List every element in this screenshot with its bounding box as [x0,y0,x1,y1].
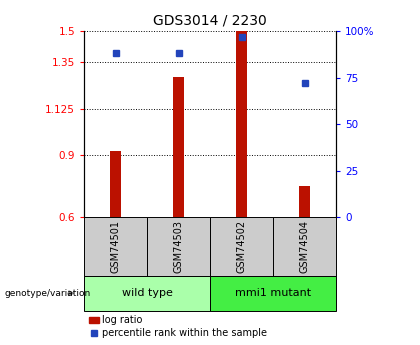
Bar [147,217,210,276]
Legend: log ratio, percentile rank within the sample: log ratio, percentile rank within the sa… [89,315,268,338]
Text: wild type: wild type [121,288,173,298]
Bar [84,217,147,276]
Bar [210,217,273,276]
Bar [273,217,336,276]
Text: GSM74504: GSM74504 [299,220,310,273]
Text: GSM74503: GSM74503 [173,220,184,273]
Text: GSM74502: GSM74502 [236,220,247,273]
Bar [173,77,184,217]
Bar [110,151,121,217]
Text: mmi1 mutant: mmi1 mutant [235,288,311,298]
Title: GDS3014 / 2230: GDS3014 / 2230 [153,13,267,27]
Bar [84,276,210,310]
Text: GSM74501: GSM74501 [110,220,121,273]
Bar [236,31,247,217]
Bar [299,186,310,217]
Text: genotype/variation: genotype/variation [4,289,90,298]
Bar [210,276,336,310]
